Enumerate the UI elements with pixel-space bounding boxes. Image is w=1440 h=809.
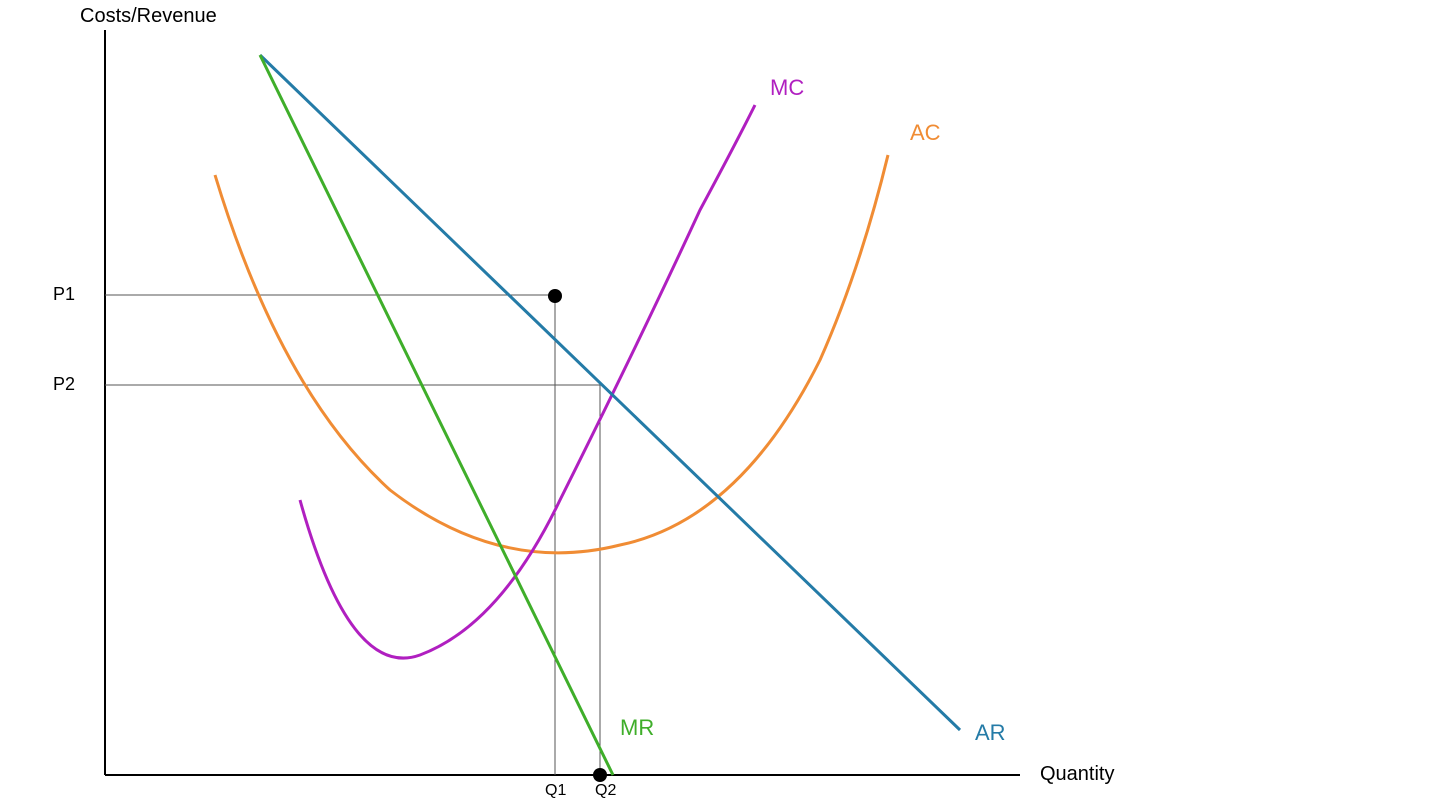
chart-svg: Costs/Revenue Quantity P1 P2 Q1 Q2 MC AC MR AR [0, 0, 1440, 809]
p2-label: P2 [53, 374, 75, 394]
chart-bg [0, 0, 1440, 809]
x-axis-label: Quantity [1040, 763, 1114, 785]
mc-label: MC [770, 75, 804, 100]
p1-label: P1 [53, 284, 75, 304]
mr-label: MR [620, 715, 654, 740]
q1-label: Q1 [545, 782, 566, 799]
y-axis-label: Costs/Revenue [80, 5, 217, 27]
ar-label: AR [975, 720, 1006, 745]
p1q1-point [548, 289, 562, 303]
q2-label: Q2 [595, 782, 616, 799]
q2-point [593, 768, 607, 782]
ac-label: AC [910, 120, 941, 145]
econ-cost-chart: Costs/Revenue Quantity P1 P2 Q1 Q2 MC AC MR AR [0, 0, 1440, 809]
